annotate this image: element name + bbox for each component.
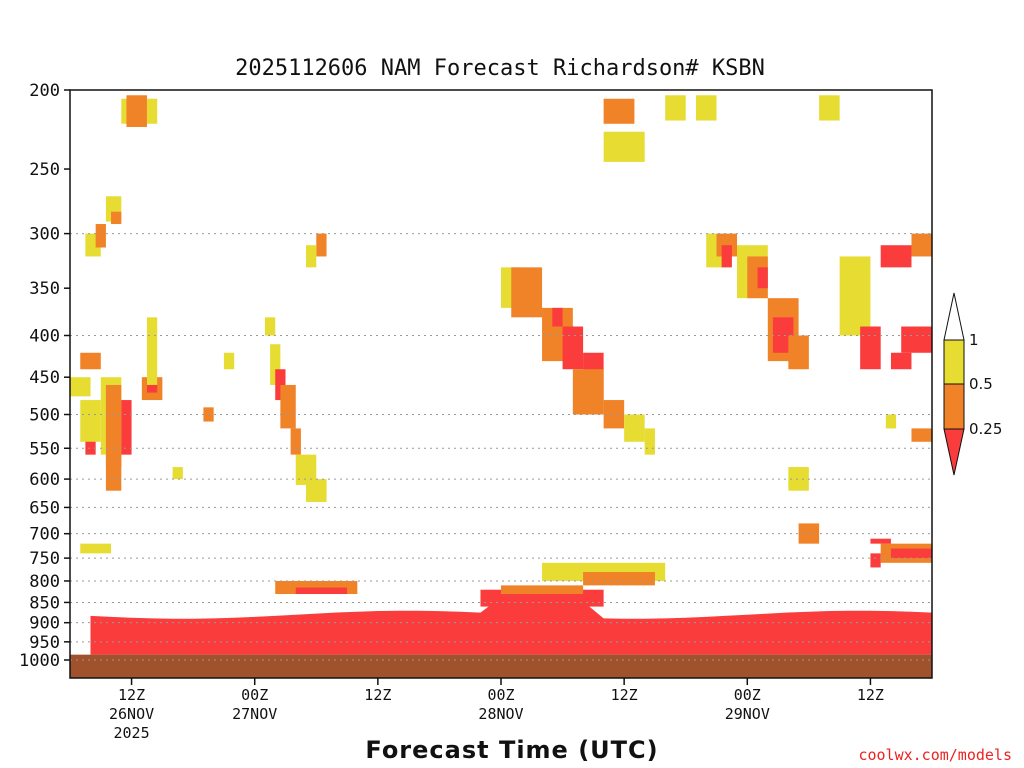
heatmap-cell: [788, 467, 809, 491]
colorbar: 1 0.5 0.25: [943, 292, 1002, 476]
y-tick-label: 900: [29, 614, 60, 634]
heatmap-cell: [890, 548, 932, 559]
heatmap-cell: [80, 400, 101, 442]
heatmap-cell: [839, 256, 871, 336]
y-tick-label: 650: [29, 498, 60, 518]
heatmap-cell: [870, 538, 891, 544]
heatmap-cell: [280, 384, 296, 429]
heatmap-cell: [290, 428, 301, 455]
heatmap-cell: [890, 352, 912, 370]
boundary-layer-band: [90, 597, 932, 655]
heatmap-cell: [275, 369, 286, 401]
x-tick-date: 29NOV: [725, 705, 770, 723]
y-tick-label: 500: [29, 406, 60, 426]
ground-fill: [70, 654, 932, 678]
heatmap-cell: [562, 326, 584, 370]
heatmap-cell: [880, 245, 912, 268]
y-tick-label: 400: [29, 326, 60, 346]
chart-title: 2025112606 NAM Forecast Richardson# KSBN: [235, 56, 765, 81]
heatmap-cell: [270, 344, 281, 385]
heatmap-cell: [121, 400, 132, 455]
y-tick-label: 700: [29, 525, 60, 545]
heatmap-cell: [111, 211, 122, 225]
colorbar-bin-yellow: [943, 339, 965, 385]
x-tick-label: 00Z: [734, 686, 761, 704]
colorbar-label-0.5: 0.5: [969, 375, 993, 393]
heatmap-cell: [819, 95, 840, 121]
x-axis-title: Forecast Time (UTC): [365, 736, 658, 764]
y-tick-label: 450: [29, 368, 60, 388]
heatmap-cell: [80, 352, 101, 370]
colorbar-label-0.25: 0.25: [969, 420, 1002, 438]
heatmap-cell: [901, 326, 932, 353]
heatmap-cell: [552, 307, 563, 327]
credit-link[interactable]: coolwx.com/models: [858, 746, 1012, 764]
y-tick-label: 1000: [19, 651, 60, 671]
heatmap-cell: [757, 267, 768, 289]
heatmap-cell: [695, 95, 717, 121]
colorbar-bottom-arrow: [943, 428, 965, 476]
heatmap-cell: [105, 384, 122, 468]
heatmap-cell: [603, 131, 645, 162]
x-tick-label: 12Z: [857, 686, 884, 704]
y-tick-label: 850: [29, 593, 60, 613]
heatmap-cell: [70, 377, 91, 397]
x-tick-label: 00Z: [487, 686, 514, 704]
heatmap-cell: [295, 587, 348, 595]
heatmap-cell: [126, 95, 147, 127]
heatmap-cell: [870, 553, 881, 568]
y-tick-label: 950: [29, 633, 60, 653]
heatmap-cell: [644, 428, 655, 455]
heatmap-cell: [264, 317, 276, 336]
heatmap-cell: [316, 233, 327, 257]
y-tick-label: 350: [29, 279, 60, 299]
colorbar-top-arrow: [943, 292, 965, 341]
y-tick-label: 750: [29, 549, 60, 569]
x-tick-label: 12Z: [364, 686, 391, 704]
plot-area: [70, 95, 932, 678]
heatmap-cell: [583, 572, 655, 586]
heatmap-cell: [603, 98, 635, 124]
heatmap-cell: [105, 454, 122, 491]
y-tick-label: 600: [29, 470, 60, 490]
y-axis-ticks: 200 250 300 350 400 450 500 550 600 650 700 750 8008…: [19, 81, 70, 671]
heatmap-cell: [501, 585, 584, 595]
x-tick-year: 2025: [114, 724, 150, 742]
x-tick-date: 27NOV: [232, 705, 277, 723]
y-tick-label: 250: [29, 160, 60, 180]
heatmap-cell: [306, 245, 317, 268]
x-tick-date: 26NOV: [109, 705, 154, 723]
y-tick-label: 200: [29, 81, 60, 101]
heatmap-cell: [511, 267, 543, 318]
heatmap-cell: [721, 245, 732, 268]
heatmap-cell: [911, 428, 932, 442]
heatmap-cell: [860, 326, 881, 370]
x-tick-label: 12Z: [611, 686, 638, 704]
y-tick-label: 550: [29, 439, 60, 459]
x-tick-label: 00Z: [241, 686, 268, 704]
heatmap-cell: [223, 352, 235, 370]
heatmap-cell: [624, 414, 645, 442]
heatmap-cell: [911, 233, 932, 257]
x-tick-label: 12Z: [118, 686, 145, 704]
y-tick-label: 300: [29, 225, 60, 245]
y-tick-label: 800: [29, 572, 60, 592]
heatmap-cell: [146, 317, 158, 385]
x-tick-date: 28NOV: [478, 705, 523, 723]
heatmap-cell: [95, 224, 106, 248]
heatmap-cell: [788, 335, 809, 370]
heatmap-cell: [172, 467, 183, 480]
heatmap-cell: [572, 369, 604, 415]
heatmap-cell: [665, 95, 686, 121]
heatmap-cell: [306, 479, 327, 502]
heatmap-cell: [603, 400, 625, 429]
heatmap-cell: [885, 414, 897, 429]
heatmap-cell: [295, 454, 317, 485]
colorbar-bin-orange: [943, 383, 965, 430]
heatmap-cell: [80, 543, 112, 554]
heatmap-cell: [146, 98, 158, 124]
colorbar-label-1: 1: [969, 331, 979, 349]
